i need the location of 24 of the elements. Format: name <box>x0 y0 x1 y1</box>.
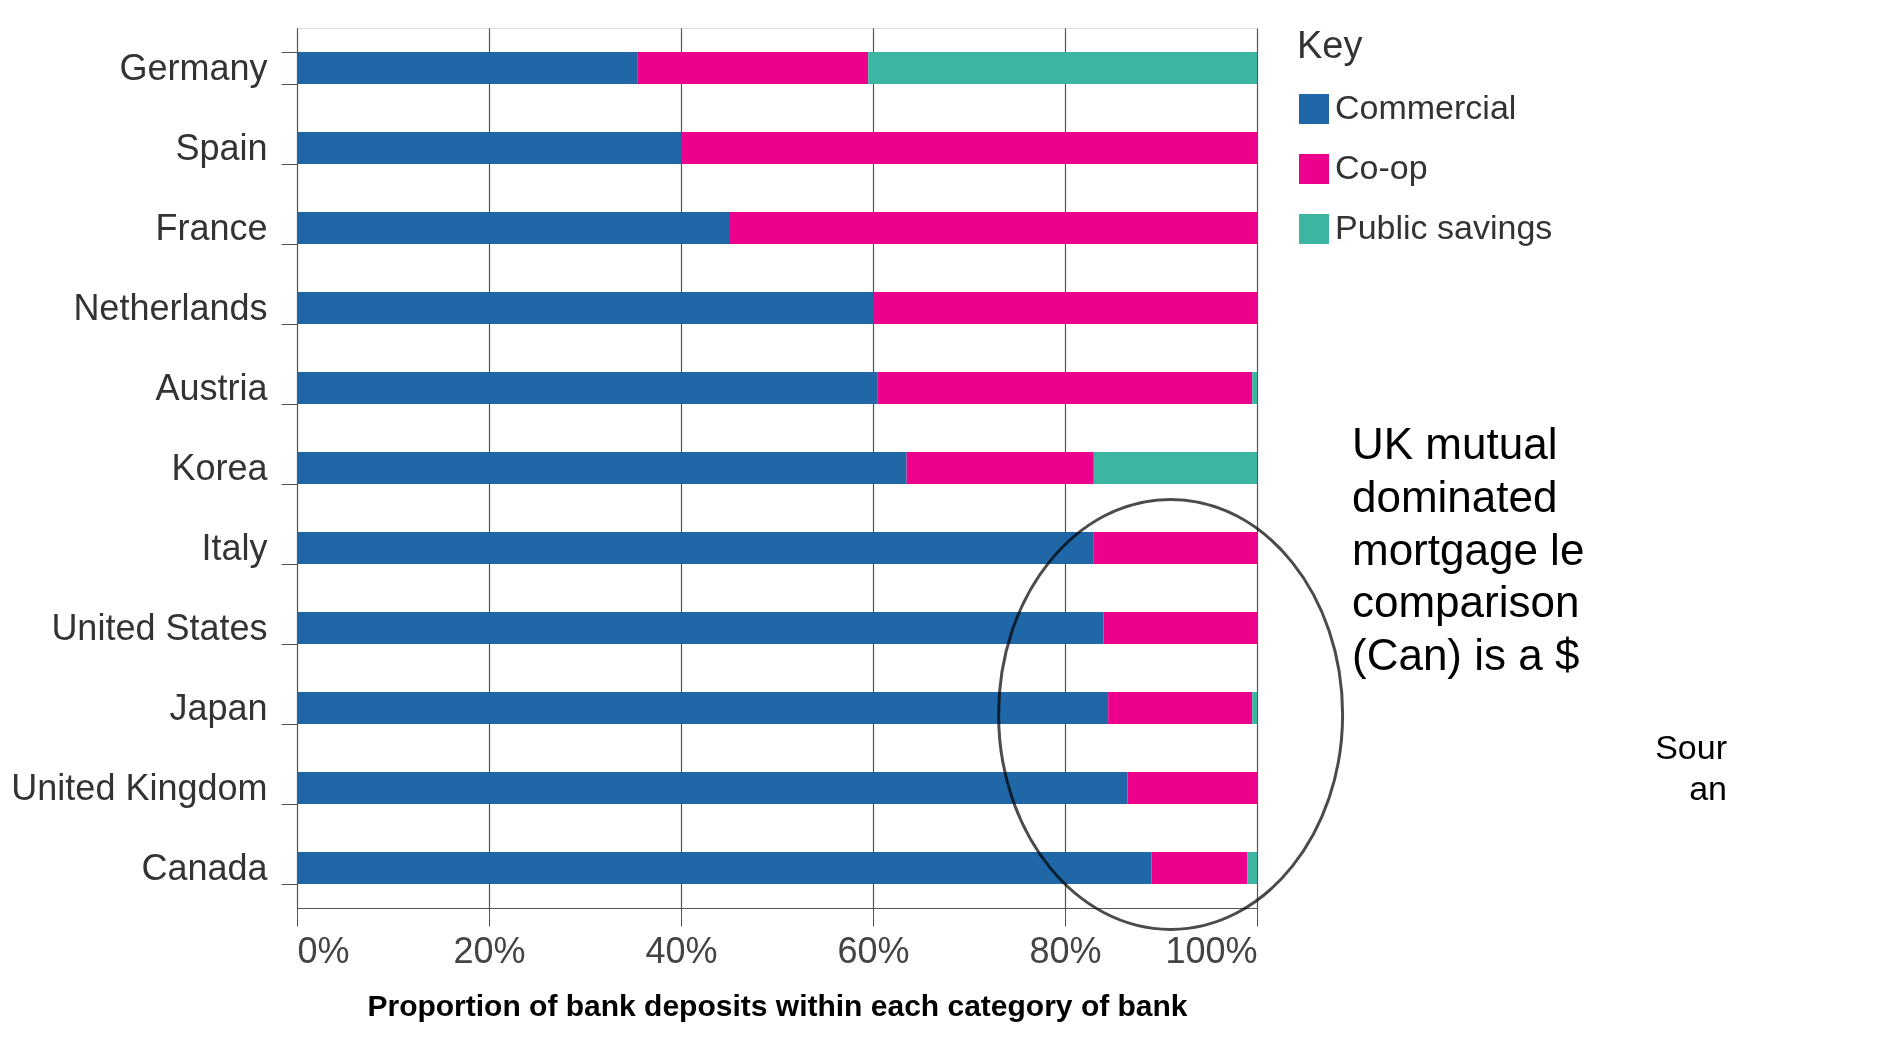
y-tick-label: Italy <box>201 526 268 568</box>
y-tick-label: Korea <box>171 446 269 488</box>
x-tick-label: 60% <box>837 929 910 971</box>
x-tick-label: 20% <box>453 929 526 971</box>
y-tick-label: France <box>155 206 268 248</box>
y-tick-label: Spain <box>175 126 268 168</box>
y-tick-label: Canada <box>141 846 269 888</box>
legend-label: Public savings <box>1335 208 1553 246</box>
y-tick-label: Netherlands <box>73 286 268 328</box>
x-tick-label: 40% <box>645 929 718 971</box>
x-tick-label: 0% <box>297 929 350 971</box>
legend-label: Co-op <box>1335 148 1428 186</box>
legend-label: Commercial <box>1335 88 1517 126</box>
text: UK mutual dominated mortgage le comparison (Can) is a $ <box>1352 419 1585 680</box>
x-tick-label: 80% <box>1029 929 1102 971</box>
legend-title: Key <box>1297 24 1363 66</box>
text: Sour an <box>1655 728 1727 807</box>
y-tick-label: Japan <box>169 686 268 728</box>
y-tick-label: United Kingdom <box>11 766 268 808</box>
y-tick-label: United States <box>51 606 268 648</box>
x-tick-label: 100% <box>1165 929 1258 971</box>
y-tick-label: Austria <box>155 366 269 408</box>
y-tick-label: Germany <box>119 46 268 88</box>
x-axis-title: Proportion of bank deposits within each category of bank <box>367 988 1188 1022</box>
